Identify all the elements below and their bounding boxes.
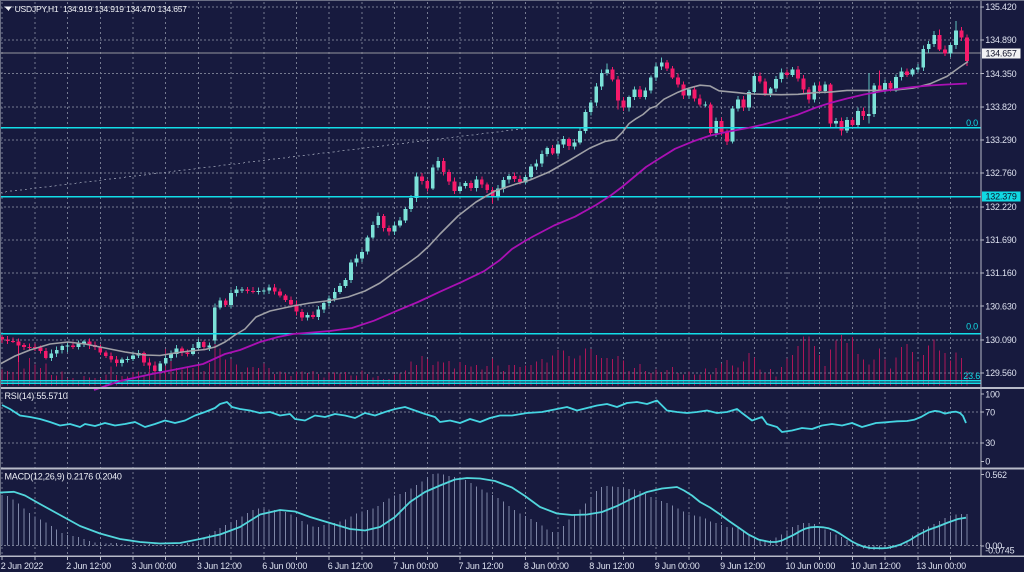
svg-text:2 Jun 12:00: 2 Jun 12:00	[66, 561, 111, 571]
svg-text:134.890: 134.890	[985, 35, 1016, 45]
svg-text:0.0: 0.0	[966, 322, 978, 332]
svg-text:134.919 134.919 134.470 134.65: 134.919 134.919 134.470 134.657	[63, 4, 187, 14]
svg-text:134.657: 134.657	[986, 49, 1017, 59]
svg-text:RSI(14) 55.5710: RSI(14) 55.5710	[5, 391, 68, 401]
svg-text:30: 30	[985, 438, 995, 448]
svg-text:0.00: 0.00	[985, 541, 1002, 551]
svg-text:133.290: 133.290	[985, 135, 1016, 145]
svg-text:-0.0745: -0.0745	[985, 546, 1014, 556]
svg-text:132.760: 132.760	[985, 168, 1016, 178]
svg-text:131.690: 131.690	[985, 235, 1016, 245]
svg-text:132.220: 132.220	[985, 202, 1016, 212]
svg-text:10 Jun 12:00: 10 Jun 12:00	[851, 561, 901, 571]
svg-text:130.090: 130.090	[985, 335, 1016, 345]
svg-text:9 Jun 00:00: 9 Jun 00:00	[655, 561, 700, 571]
svg-text:MACD(12,26,9) 0.2176 0.2040: MACD(12,26,9) 0.2176 0.2040	[5, 472, 122, 482]
svg-text:0: 0	[985, 457, 990, 467]
svg-text:70: 70	[985, 407, 995, 417]
svg-text:7 Jun 00:00: 7 Jun 00:00	[393, 561, 438, 571]
svg-text:3 Jun 00:00: 3 Jun 00:00	[132, 561, 177, 571]
svg-text:8 Jun 12:00: 8 Jun 12:00	[589, 561, 634, 571]
svg-text:23.6: 23.6	[963, 371, 980, 381]
svg-text:134.350: 134.350	[985, 69, 1016, 79]
svg-text:135.420: 135.420	[985, 2, 1016, 12]
svg-text:0.0: 0.0	[966, 118, 978, 128]
svg-text:130.630: 130.630	[985, 301, 1016, 311]
svg-text:8 Jun 00:00: 8 Jun 00:00	[524, 561, 569, 571]
svg-text:131.160: 131.160	[985, 268, 1016, 278]
svg-text:0.562: 0.562	[985, 470, 1007, 480]
svg-text:100: 100	[985, 389, 1000, 399]
svg-text:6 Jun 12:00: 6 Jun 12:00	[328, 561, 373, 571]
svg-text:133.820: 133.820	[985, 102, 1016, 112]
svg-text:2 Jun 2022: 2 Jun 2022	[1, 561, 44, 571]
svg-text:10 Jun 00:00: 10 Jun 00:00	[786, 561, 836, 571]
svg-text:132.379: 132.379	[986, 192, 1017, 202]
svg-text:6 Jun 00:00: 6 Jun 00:00	[262, 561, 307, 571]
svg-text:USDJPY,H1: USDJPY,H1	[15, 4, 59, 14]
svg-text:129.560: 129.560	[985, 368, 1016, 378]
svg-text:7 Jun 12:00: 7 Jun 12:00	[459, 561, 504, 571]
svg-text:13 Jun 00:00: 13 Jun 00:00	[916, 561, 966, 571]
svg-text:3 Jun 12:00: 3 Jun 12:00	[197, 561, 242, 571]
svg-text:9 Jun 12:00: 9 Jun 12:00	[720, 561, 765, 571]
